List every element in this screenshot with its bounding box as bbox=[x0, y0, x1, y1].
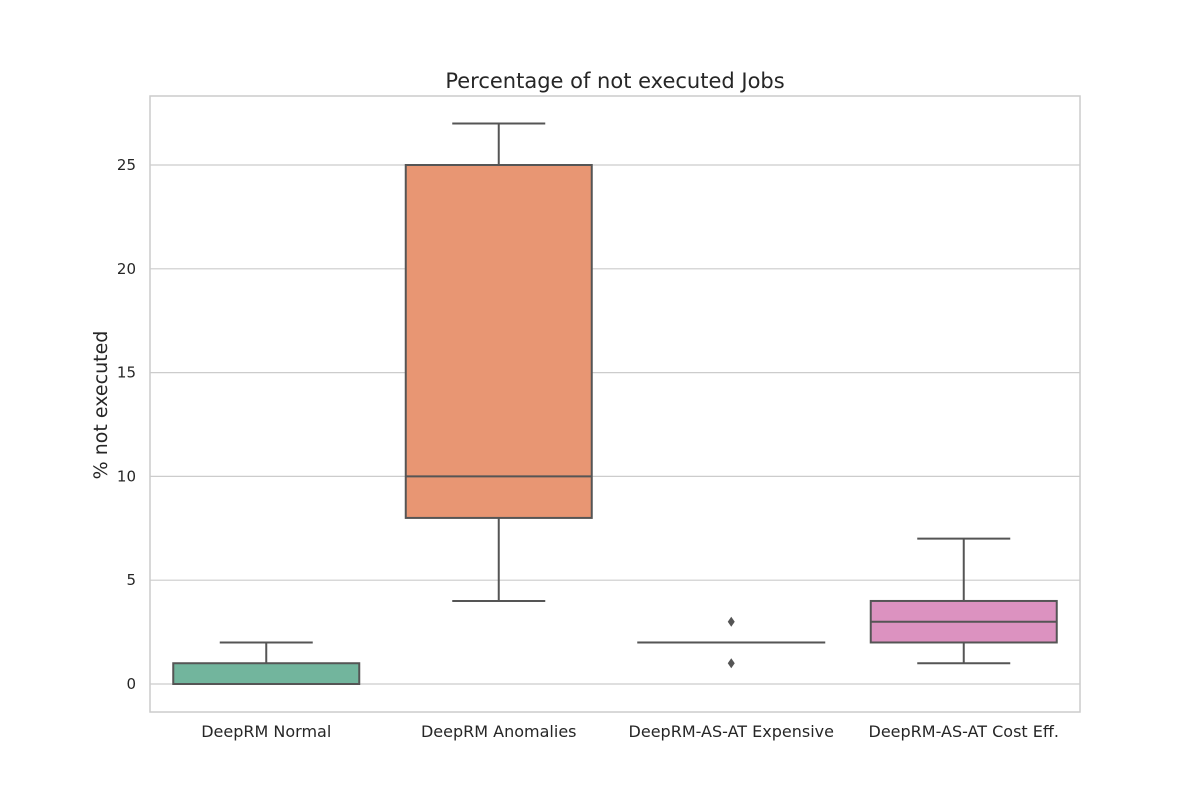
y-tick-label: 10 bbox=[117, 467, 136, 485]
x-tick-label: DeepRM Anomalies bbox=[421, 722, 577, 741]
box-group bbox=[637, 616, 826, 669]
plot-frame bbox=[149, 95, 1081, 713]
y-tick-labels: 0 5 10 15 20 25 bbox=[117, 156, 136, 693]
x-tick-label: DeepRM Normal bbox=[201, 722, 331, 741]
box-iqr bbox=[172, 662, 361, 685]
y-tick-label: 25 bbox=[117, 156, 136, 174]
box-iqr bbox=[404, 164, 593, 519]
y-axis-label: % not executed bbox=[90, 331, 112, 480]
outlier-point bbox=[727, 658, 735, 669]
x-tick-labels: DeepRM Normal DeepRM Anomalies DeepRM-AS-A… bbox=[201, 722, 1059, 741]
gridlines bbox=[150, 164, 1080, 685]
x-tick-label: DeepRM-AS-AT Cost Eff. bbox=[869, 722, 1059, 741]
box-group bbox=[172, 641, 361, 685]
chart-title: Percentage of not executed Jobs bbox=[445, 69, 784, 93]
x-tick-label: DeepRM-AS-AT Expensive bbox=[629, 722, 834, 741]
y-tick-label: 15 bbox=[117, 364, 136, 382]
box-group bbox=[869, 537, 1058, 665]
boxes bbox=[172, 122, 1058, 685]
y-tick-label: 5 bbox=[126, 571, 136, 589]
box-group bbox=[404, 122, 593, 602]
y-tick-label: 0 bbox=[126, 675, 136, 693]
y-tick-label: 20 bbox=[117, 260, 136, 278]
outlier-point bbox=[727, 616, 735, 627]
